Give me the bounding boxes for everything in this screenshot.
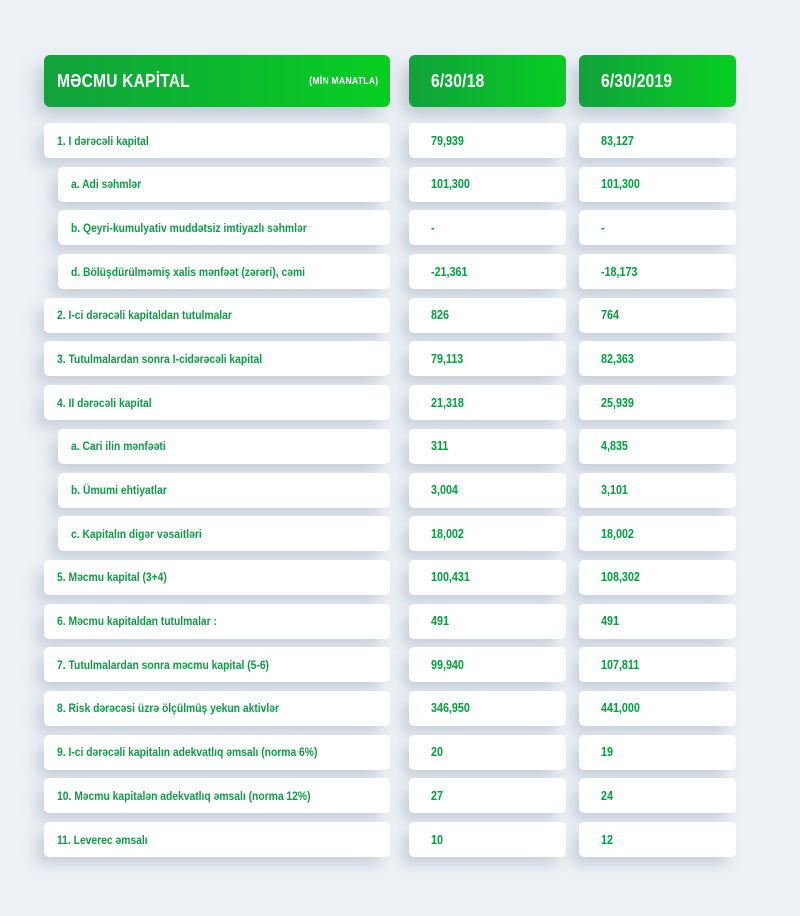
value-cell-2018: 826	[409, 297, 566, 333]
value-cell-2018: 18,002	[409, 516, 566, 552]
value-cell-2018: 79,939	[409, 123, 566, 158]
table-row: a. Cari ilin mənfəəti 311 4,835	[44, 428, 800, 464]
row-label: 6. Məcmu kapitaldan tutulmalar :	[44, 603, 390, 639]
table-row: c. Kapitalın digər vəsaitləri 18,002 18,…	[44, 516, 800, 552]
value-cell-2019: 82,363	[579, 341, 736, 377]
value-cell-2019: -18,173	[579, 254, 736, 290]
table-row: 10. Məcmu kapitalən adekvatlıq əmsalı (n…	[44, 778, 800, 814]
value-cell-2019: 83,127	[579, 123, 736, 158]
row-label: 9. I-ci dərəcəli kapitalın adekvatlıq əm…	[44, 734, 390, 770]
value-cell-2019: 18,002	[579, 516, 736, 552]
table-row: b. Qeyri-kumulyativ muddətsiz imtiyazlı …	[44, 210, 800, 246]
value-cell-2018: 21,318	[409, 385, 566, 421]
value-cell-2019: 25,939	[579, 385, 736, 421]
table-row: 4. II dərəcəli kapital 21,318 25,939	[44, 385, 800, 421]
row-label: 5. Məcmu kapital (3+4)	[44, 559, 390, 595]
row-label: a. Cari ilin mənfəəti	[58, 428, 390, 464]
value-cell-2018: 20	[409, 734, 566, 770]
row-label: c. Kapitalın digər vəsaitləri	[58, 516, 390, 552]
value-cell-2019: 108,302	[579, 559, 736, 595]
column-header-2019: 6/30/2019	[579, 55, 736, 107]
value-cell-2019: 24	[579, 778, 736, 814]
value-cell-2019: 107,811	[579, 647, 736, 683]
table-title-cell: MƏCMU KAPİTAL (MİN MANATLA)	[44, 55, 390, 107]
table-row: a. Adi səhmlər 101,300 101,300	[44, 166, 800, 202]
table-row: 11. Leverec əmsalı 10 12	[44, 822, 800, 857]
value-cell-2018: 346,950	[409, 690, 566, 726]
table-header-row: MƏCMU KAPİTAL (MİN MANATLA) 6/30/18 6/30…	[44, 55, 800, 107]
value-cell-2018: 79,113	[409, 341, 566, 377]
table-row: 3. Tutulmalardan sonra I-cidərəcəli kapi…	[44, 341, 800, 377]
table-row: b. Ümumi ehtiyatlar 3,004 3,101	[44, 472, 800, 508]
table-row: 2. I-ci dərəcəli kapitaldan tutulmalar 8…	[44, 297, 800, 333]
row-label: 11. Leverec əmsalı	[44, 822, 390, 857]
row-label: 1. I dərəcəli kapital	[44, 123, 390, 158]
value-cell-2018: 311	[409, 428, 566, 464]
page-title: MƏCMU KAPİTAL	[57, 70, 190, 91]
column-header-2018: 6/30/18	[409, 55, 566, 107]
value-cell-2019: 491	[579, 603, 736, 639]
row-label: 3. Tutulmalardan sonra I-cidərəcəli kapi…	[44, 341, 390, 377]
value-cell-2019: 441,000	[579, 690, 736, 726]
row-label: 10. Məcmu kapitalən adekvatlıq əmsalı (n…	[44, 778, 390, 814]
row-label: b. Qeyri-kumulyativ muddətsiz imtiyazlı …	[58, 210, 390, 246]
row-label: a. Adi səhmlər	[58, 166, 390, 202]
value-cell-2018: 101,300	[409, 166, 566, 202]
row-label: b. Ümumi ehtiyatlar	[58, 472, 390, 508]
capital-report-table: MƏCMU KAPİTAL (MİN MANATLA) 6/30/18 6/30…	[44, 55, 800, 857]
row-label: 8. Risk dərəcəsi üzrə ölçülmüş yekun akt…	[44, 690, 390, 726]
value-cell-2019: 3,101	[579, 472, 736, 508]
row-label: 7. Tutulmalardan sonra məcmu kapital (5-…	[44, 647, 390, 683]
table-row: 7. Tutulmalardan sonra məcmu kapital (5-…	[44, 647, 800, 683]
value-cell-2018: -	[409, 210, 566, 246]
row-label: 4. II dərəcəli kapital	[44, 385, 390, 421]
value-cell-2019: 19	[579, 734, 736, 770]
value-cell-2019: 101,300	[579, 166, 736, 202]
value-cell-2018: -21,361	[409, 254, 566, 290]
table-row: 8. Risk dərəcəsi üzrə ölçülmüş yekun akt…	[44, 690, 800, 726]
value-cell-2019: 4,835	[579, 428, 736, 464]
row-label: d. Bölüşdürülməmiş xalis mənfəət (zərəri…	[58, 254, 390, 290]
value-cell-2018: 27	[409, 778, 566, 814]
table-row: 5. Məcmu kapital (3+4) 100,431 108,302	[44, 559, 800, 595]
table-row: d. Bölüşdürülməmiş xalis mənfəət (zərəri…	[44, 254, 800, 290]
value-cell-2019: 12	[579, 822, 736, 857]
table-row: 6. Məcmu kapitaldan tutulmalar : 491 491	[44, 603, 800, 639]
value-cell-2018: 100,431	[409, 559, 566, 595]
value-cell-2018: 10	[409, 822, 566, 857]
table-row: 9. I-ci dərəcəli kapitalın adekvatlıq əm…	[44, 734, 800, 770]
value-cell-2019: -	[579, 210, 736, 246]
row-label: 2. I-ci dərəcəli kapitaldan tutulmalar	[44, 297, 390, 333]
value-cell-2018: 3,004	[409, 472, 566, 508]
value-cell-2018: 491	[409, 603, 566, 639]
table-row: 1. I dərəcəli kapital 79,939 83,127	[44, 123, 800, 158]
value-cell-2019: 764	[579, 297, 736, 333]
unit-note: (MİN MANATLA)	[308, 75, 378, 87]
value-cell-2018: 99,940	[409, 647, 566, 683]
